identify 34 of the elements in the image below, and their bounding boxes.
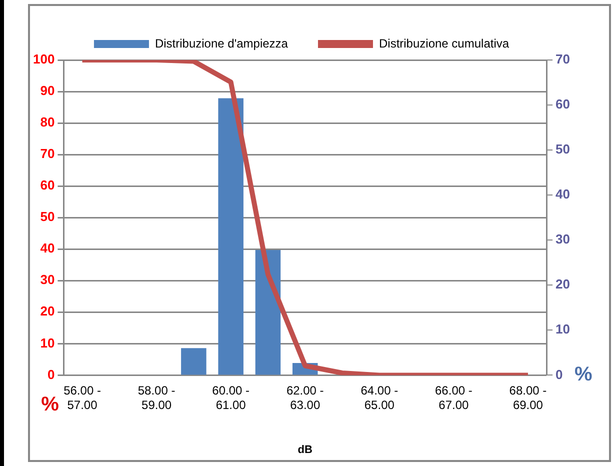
y2-tick-label: 60 [556,96,570,112]
y-tick-label: 20 [40,304,55,319]
y-tick-label: 70 [40,146,55,162]
x-tick-label: 60.00 - 61.00 [212,384,250,412]
x-axis-title: dB [298,444,312,456]
x-tick-label: 64.00 - 65.00 [360,384,398,412]
y-tick-label: 10 [40,335,55,350]
y-tick-label: 80 [40,114,55,130]
x-tick-label: 58.00 - 59.00 [138,384,176,412]
y-tick-label: 60 [40,178,55,193]
y-tick-label: 90 [40,83,55,98]
y-tick-label: 50 [40,209,55,224]
y2-tick-label: 10 [556,322,570,337]
y2-tick-label: 20 [556,276,570,292]
x-tick-label: 68.00 - 69.00 [509,384,547,412]
y2-tick-label: 40 [556,186,570,202]
y2-axis-title: % [574,364,593,386]
bar [181,348,206,375]
y-tick-label: 0 [47,366,55,382]
x-tick-label: 66.00 - 67.00 [435,384,472,412]
y2-tick-label: 70 [556,52,570,67]
bar [255,250,281,375]
y-tick-label: 100 [32,52,55,67]
y2-tick-label: 50 [556,142,570,157]
y-axis-title: % [41,394,60,416]
bar [218,98,244,375]
y2-tick-label: 30 [556,232,570,247]
legend-label: Distribuzione cumulativa [378,36,510,50]
y-tick-label: 40 [40,240,55,256]
y2-tick-label: 0 [556,366,563,382]
x-tick-label: 56.00 - 57.00 [64,384,101,412]
x-tick-label: 62.00 - 63.00 [286,384,324,412]
y-tick-label: 30 [40,272,55,288]
legend-label: Distribuzione d'ampiezza [154,36,288,50]
